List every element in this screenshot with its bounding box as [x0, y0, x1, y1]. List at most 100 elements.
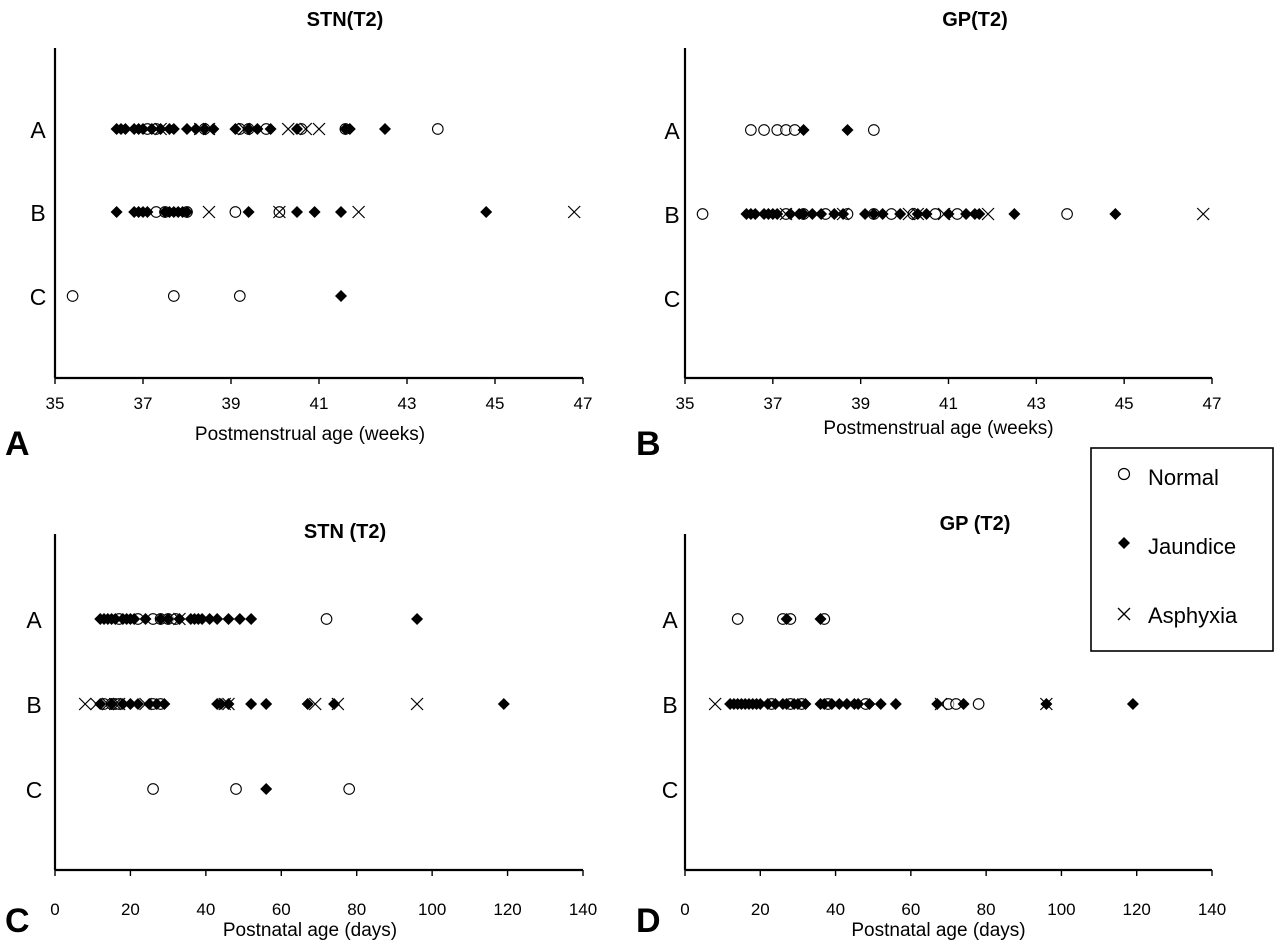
panel-title: STN (T2): [304, 521, 386, 543]
point-jaundice: [841, 124, 854, 136]
point-jaundice: [771, 208, 784, 220]
point-jaundice: [260, 783, 273, 795]
point-jaundice: [480, 206, 493, 218]
point-asphyxia: [222, 697, 235, 711]
point-asphyxia: [312, 122, 326, 136]
point-jaundice: [242, 206, 255, 218]
panel-letter: A: [5, 425, 30, 463]
point-asphyxia: [112, 697, 126, 711]
point-jaundice: [94, 698, 107, 710]
point-jaundice: [411, 613, 424, 625]
panel-title: GP (T2): [940, 513, 1011, 535]
point-asphyxia: [139, 697, 152, 711]
category-label-b: B: [664, 202, 679, 228]
point-jaundice: [251, 123, 264, 135]
point-normal: [745, 124, 757, 136]
point-normal: [230, 783, 242, 795]
point-normal: [229, 206, 242, 218]
point-jaundice: [128, 613, 141, 625]
point-normal: [431, 123, 444, 135]
legend: Normal Jaundice Asphyxia: [1090, 447, 1274, 652]
point-jaundice: [203, 613, 216, 625]
point-asphyxia: [308, 697, 322, 711]
x-tick-label: 43: [1027, 394, 1046, 413]
category-label-c: C: [30, 284, 47, 310]
point-jaundice: [162, 613, 175, 625]
point-normal: [867, 124, 880, 136]
legend-symbol-jaundice: [1118, 537, 1130, 549]
point-asphyxia: [154, 122, 168, 136]
x-tick-label: 39: [222, 394, 241, 413]
point-jaundice: [931, 698, 944, 710]
point-jaundice: [780, 698, 793, 710]
x-tick-label: 47: [574, 394, 593, 413]
x-axis-label: Postmenstrual age (weeks): [823, 418, 1053, 439]
panel-letter: D: [636, 902, 661, 940]
x-tick-label: 100: [418, 900, 446, 919]
x-tick-label: 39: [851, 394, 870, 413]
x-tick-label: 0: [680, 900, 689, 919]
point-jaundice: [859, 208, 872, 220]
point-normal: [696, 208, 709, 220]
category-label-b: B: [26, 692, 41, 718]
point-jaundice: [245, 613, 258, 625]
point-asphyxia: [410, 697, 424, 711]
point-jaundice: [291, 123, 303, 135]
point-normal: [1061, 208, 1073, 220]
point-jaundice: [335, 290, 347, 302]
point-jaundice: [150, 698, 163, 710]
x-tick-label: 80: [347, 900, 366, 919]
category-label-b: B: [30, 200, 45, 226]
panel-a: STN(T2) 35 37 39 41 43 45 47 Postmenstrual age (…: [5, 9, 592, 463]
point-jaundice: [1109, 208, 1122, 220]
point-asphyxia: [1196, 207, 1210, 221]
point-normal: [167, 290, 180, 302]
point-jaundice: [818, 698, 831, 710]
point-jaundice: [110, 206, 123, 218]
point-jaundice: [131, 698, 144, 710]
point-asphyxia: [173, 612, 186, 626]
category-label-c: C: [662, 777, 679, 803]
point-jaundice: [960, 208, 973, 220]
legend-symbol-normal: [1117, 467, 1131, 481]
point-jaundice: [791, 698, 804, 710]
category-label-a: A: [26, 607, 42, 633]
point-jaundice: [754, 698, 767, 710]
x-tick-label: 140: [1198, 900, 1226, 919]
point-jaundice: [308, 206, 321, 218]
point-jaundice: [260, 698, 273, 710]
point-asphyxia: [934, 697, 948, 711]
point-jaundice: [158, 698, 171, 710]
x-axis-label: Postnatal age (days): [223, 920, 397, 941]
point-normal: [731, 613, 744, 625]
point-jaundice: [145, 123, 158, 135]
point-jaundice: [761, 698, 774, 710]
point-asphyxia: [981, 207, 995, 221]
category-label-a: A: [664, 118, 680, 144]
point-jaundice: [942, 208, 955, 220]
point-jaundice: [825, 698, 838, 710]
point-jaundice: [116, 698, 129, 710]
legend-label-normal: Normal: [1148, 465, 1219, 490]
x-tick-label: 47: [1203, 394, 1222, 413]
point-jaundice: [973, 208, 986, 220]
legend-symbol-asphyxia: [1117, 607, 1131, 621]
point-normal: [147, 783, 159, 795]
point-jaundice: [214, 698, 227, 710]
point-jaundice: [207, 123, 220, 135]
x-tick-label: 41: [939, 394, 958, 413]
x-tick-label: 120: [493, 900, 521, 919]
point-jaundice: [815, 208, 828, 220]
point-jaundice: [797, 124, 810, 136]
point-asphyxia: [331, 697, 345, 711]
legend-frame: [1090, 447, 1274, 652]
point-jaundice: [264, 123, 277, 135]
panel-c: STN (T2) 0 20 40 60 80 100 120 140 Postnatal age …: [5, 521, 597, 941]
point-jaundice: [189, 123, 202, 135]
point-normal: [758, 124, 770, 136]
panel-b: GP(T2) 35 37 39 41 43 45 47 Postmenstrual age (w…: [636, 9, 1221, 463]
x-axis-label: Postmenstrual age (weeks): [195, 424, 425, 445]
panel-d: GP (T2) 0 20 40 60 80 100 120 140 Postnatal age (…: [636, 513, 1226, 941]
x-tick-label: 40: [826, 900, 845, 919]
